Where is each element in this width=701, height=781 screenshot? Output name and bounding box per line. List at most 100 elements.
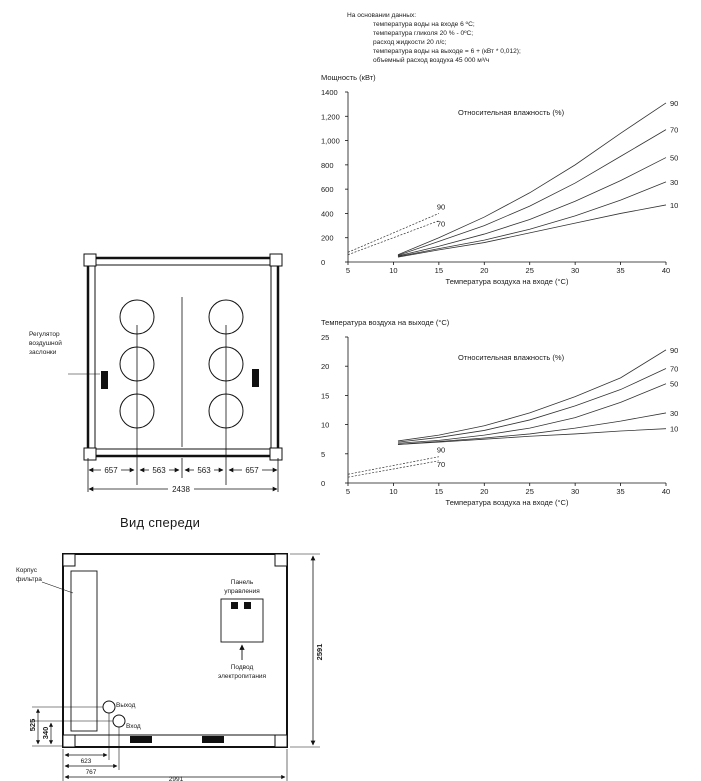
y-tick-label: 600 bbox=[321, 185, 334, 194]
series-line-70 bbox=[397, 129, 667, 256]
extrapolation-label-70: 70 bbox=[437, 460, 445, 469]
x-tick-label: 5 bbox=[346, 266, 350, 275]
dim-657-right: 657 bbox=[245, 466, 259, 475]
notes-line: температура воды на выходе = 6 + (кВт * … bbox=[373, 48, 521, 55]
extrapolation-line-90 bbox=[347, 456, 439, 475]
power-chart: 5 10 15 20 25 30 35 4002004006008001,0001,20014… bbox=[321, 73, 678, 286]
x-tick-label: 20 bbox=[480, 487, 488, 496]
x-tick-label: 40 bbox=[662, 487, 670, 496]
dim-563-left: 563 bbox=[152, 466, 166, 475]
series-label-90: 90 bbox=[670, 99, 678, 108]
front-bottom-dims: 623 767 2991 bbox=[81, 758, 184, 781]
corner-casting bbox=[269, 447, 283, 461]
damper-label: воздушной bbox=[29, 339, 62, 347]
series-line-90 bbox=[397, 102, 667, 256]
y-tick-label: 1,200 bbox=[321, 112, 340, 121]
series-line-70 bbox=[397, 368, 667, 443]
front-view-drawing bbox=[32, 553, 320, 781]
panel-switch bbox=[231, 602, 238, 609]
dim-bg bbox=[194, 465, 214, 475]
humidity-annotation: Относительная влажность (%) bbox=[458, 108, 565, 117]
x-axis-title: Температура воздуха на входе (°C) bbox=[446, 498, 569, 507]
forklift-pocket bbox=[202, 736, 224, 743]
series-line-30 bbox=[397, 181, 667, 257]
corner-casting bbox=[83, 253, 97, 267]
forklift-pocket bbox=[130, 736, 152, 743]
corner-casting bbox=[274, 734, 288, 748]
humidity-annotation: Относительная влажность (%) bbox=[458, 353, 565, 362]
front-view-title: Вид спереди bbox=[120, 515, 201, 530]
top-view-drawing bbox=[68, 253, 283, 492]
top-frame-outer bbox=[86, 256, 280, 458]
notes-heading: На основании данных: bbox=[347, 12, 417, 19]
x-tick-label: 25 bbox=[526, 487, 534, 496]
corner-casting bbox=[269, 253, 283, 267]
dim-340: 340 bbox=[41, 727, 50, 740]
dim-563-right: 563 bbox=[197, 466, 211, 475]
front-view-dims: 2591 525 340 bbox=[28, 644, 324, 740]
filter-label: Корпус bbox=[16, 567, 38, 574]
inlet-label: Вход bbox=[126, 723, 141, 730]
filter-housing bbox=[70, 570, 98, 732]
damper-label: Регулятор bbox=[29, 331, 60, 338]
top-frame-inner bbox=[94, 264, 272, 450]
control-panel bbox=[220, 598, 264, 643]
y-tick-label: 5 bbox=[321, 450, 325, 459]
y-axis-title: Температура воздуха на выходе (°C) bbox=[321, 318, 450, 327]
notes-line: расход жидкости 20 л/с; bbox=[373, 39, 447, 46]
dim-657-left: 657 bbox=[104, 466, 118, 475]
x-tick-label: 5 bbox=[346, 487, 350, 496]
y-tick-label: 0 bbox=[321, 479, 325, 488]
dim-767: 767 bbox=[86, 769, 97, 776]
notes-line: температура гликоля 20 % - 0ºC; bbox=[373, 30, 474, 37]
y-tick-label: 400 bbox=[321, 209, 334, 218]
dim-height: 2591 bbox=[315, 644, 324, 661]
front-view-labels: Корпус фильтра Панель управления Подвод … bbox=[16, 567, 267, 730]
inlet-pipe bbox=[112, 714, 126, 728]
extrapolation-label-70: 70 bbox=[437, 220, 445, 229]
top-view-dims: 657 563 563 657 2438 bbox=[101, 465, 262, 494]
power-label: Подвод bbox=[231, 664, 254, 671]
y-axis-title: Мощность (кВт) bbox=[321, 73, 376, 82]
dim-total: 2438 bbox=[172, 485, 190, 494]
panel-switch bbox=[244, 602, 251, 609]
series-label-30: 30 bbox=[670, 178, 678, 187]
panel-label: управления bbox=[224, 588, 260, 595]
x-tick-label: 15 bbox=[435, 487, 443, 496]
series-line-30 bbox=[397, 412, 667, 445]
y-tick-label: 20 bbox=[321, 362, 329, 371]
damper-actuator bbox=[101, 371, 108, 389]
extrapolation-label-90: 90 bbox=[437, 446, 445, 455]
x-tick-label: 10 bbox=[389, 266, 397, 275]
dim-bg bbox=[168, 484, 194, 494]
y-tick-label: 25 bbox=[321, 333, 329, 342]
damper-label: заслонки bbox=[29, 349, 57, 356]
x-axis-title: Температура воздуха на входе (°C) bbox=[446, 277, 569, 286]
series-line-90 bbox=[397, 349, 667, 442]
extrapolation-label-90: 90 bbox=[437, 202, 445, 211]
y-tick-label: 200 bbox=[321, 234, 334, 243]
front-frame bbox=[62, 553, 288, 748]
dim-width: 2991 bbox=[169, 776, 184, 781]
filter-label: фильтра bbox=[16, 576, 42, 583]
filter-leader bbox=[41, 581, 74, 594]
corner-casting bbox=[62, 553, 76, 567]
corner-casting bbox=[274, 553, 288, 567]
conditions-notes: На основании данных: температура воды на… bbox=[347, 11, 521, 65]
series-label-10: 10 bbox=[670, 425, 678, 434]
series-line-10 bbox=[397, 428, 667, 445]
x-tick-label: 25 bbox=[526, 266, 534, 275]
extrapolation-line-90 bbox=[347, 213, 439, 253]
dim-525: 525 bbox=[28, 719, 37, 732]
series-label-50: 50 bbox=[670, 154, 678, 163]
series-line-10 bbox=[397, 204, 667, 258]
outlet-label: Выход bbox=[116, 702, 136, 709]
power-label: электропитания bbox=[218, 673, 267, 680]
dim-bg bbox=[242, 465, 262, 475]
outlet-temp-chart: 5 10 15 20 25 30 35 40 0 5 10 15 20 25 90 70 50 30 10 90 70 Т… bbox=[321, 318, 678, 507]
top-view-labels: Регулятор воздушной заслонки bbox=[29, 331, 62, 356]
y-tick-label: 800 bbox=[321, 161, 334, 170]
panel-label: Панель bbox=[231, 579, 254, 586]
x-tick-label: 20 bbox=[480, 266, 488, 275]
